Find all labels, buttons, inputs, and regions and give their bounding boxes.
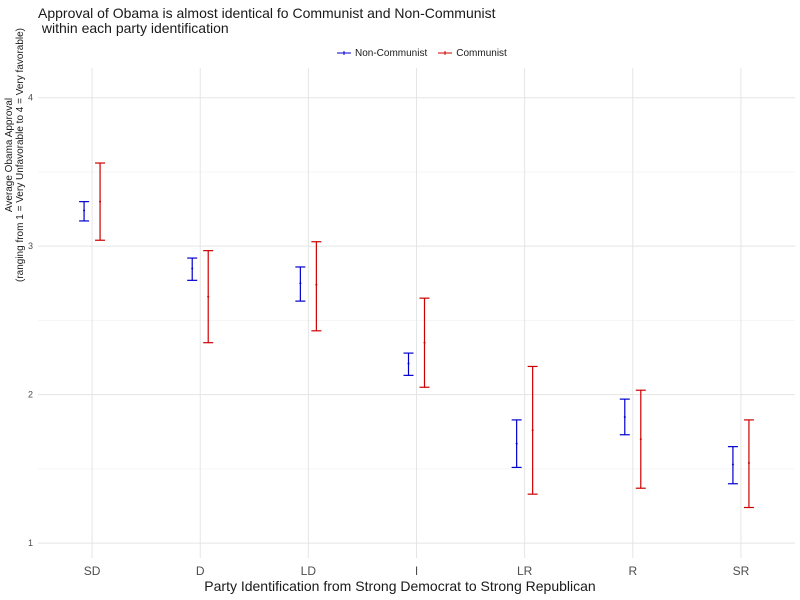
mean-point-non-communist	[731, 463, 734, 466]
y-tick-label: 3	[28, 241, 33, 251]
title-line-1: Approval of Obama is almost identical fo…	[38, 5, 496, 21]
x-axis-label: Party Identification from Strong Democra…	[204, 578, 596, 594]
y-tick-label: 2	[28, 390, 33, 400]
y-tick-label: 1	[28, 538, 33, 548]
mean-point-non-communist	[515, 442, 518, 445]
mean-point-non-communist	[299, 282, 302, 285]
mean-point-communist	[747, 461, 750, 464]
legend: Non-Communist Communist	[336, 45, 517, 61]
x-tick-label: SD	[84, 564, 101, 578]
x-tick-label: SR	[733, 564, 750, 578]
legend-key-communist	[438, 51, 453, 55]
mean-point-non-communist	[83, 209, 86, 212]
mean-point-non-communist	[623, 415, 626, 418]
y-axis-label-line-1: Average Obama Approval	[4, 97, 15, 213]
mean-point-communist	[531, 429, 534, 432]
mean-point-communist	[99, 200, 102, 203]
y-axis-label-line-2: (ranging from 1 = Very Unfavorable to 4 …	[15, 27, 26, 283]
x-tick-label: R	[628, 564, 637, 578]
y-tick-label: 4	[28, 93, 33, 103]
legend-label-communist: Communist	[456, 47, 507, 59]
title-line-2: within each party identification	[38, 20, 229, 36]
y-axis-label: Average Obama Approval (ranging from 1 =…	[4, 0, 34, 455]
x-tick-label: LR	[517, 564, 533, 578]
x-tick-label: I	[415, 564, 418, 578]
chart-title: Approval of Obama is almost identical fo…	[38, 6, 496, 36]
mean-point-communist	[639, 438, 642, 441]
legend-item-non-communist: Non-Communist	[336, 47, 427, 59]
legend-key-non-communist	[337, 51, 351, 55]
legend-item-communist: Communist	[437, 47, 507, 59]
x-tick-label: LD	[301, 564, 317, 578]
mean-point-communist	[423, 341, 426, 344]
mean-point-non-communist	[191, 267, 194, 270]
mean-point-communist	[207, 295, 210, 298]
mean-point-non-communist	[407, 362, 410, 365]
mean-point-communist	[315, 283, 318, 286]
legend-label-non-communist: Non-Communist	[355, 47, 428, 59]
x-tick-label: D	[196, 564, 205, 578]
